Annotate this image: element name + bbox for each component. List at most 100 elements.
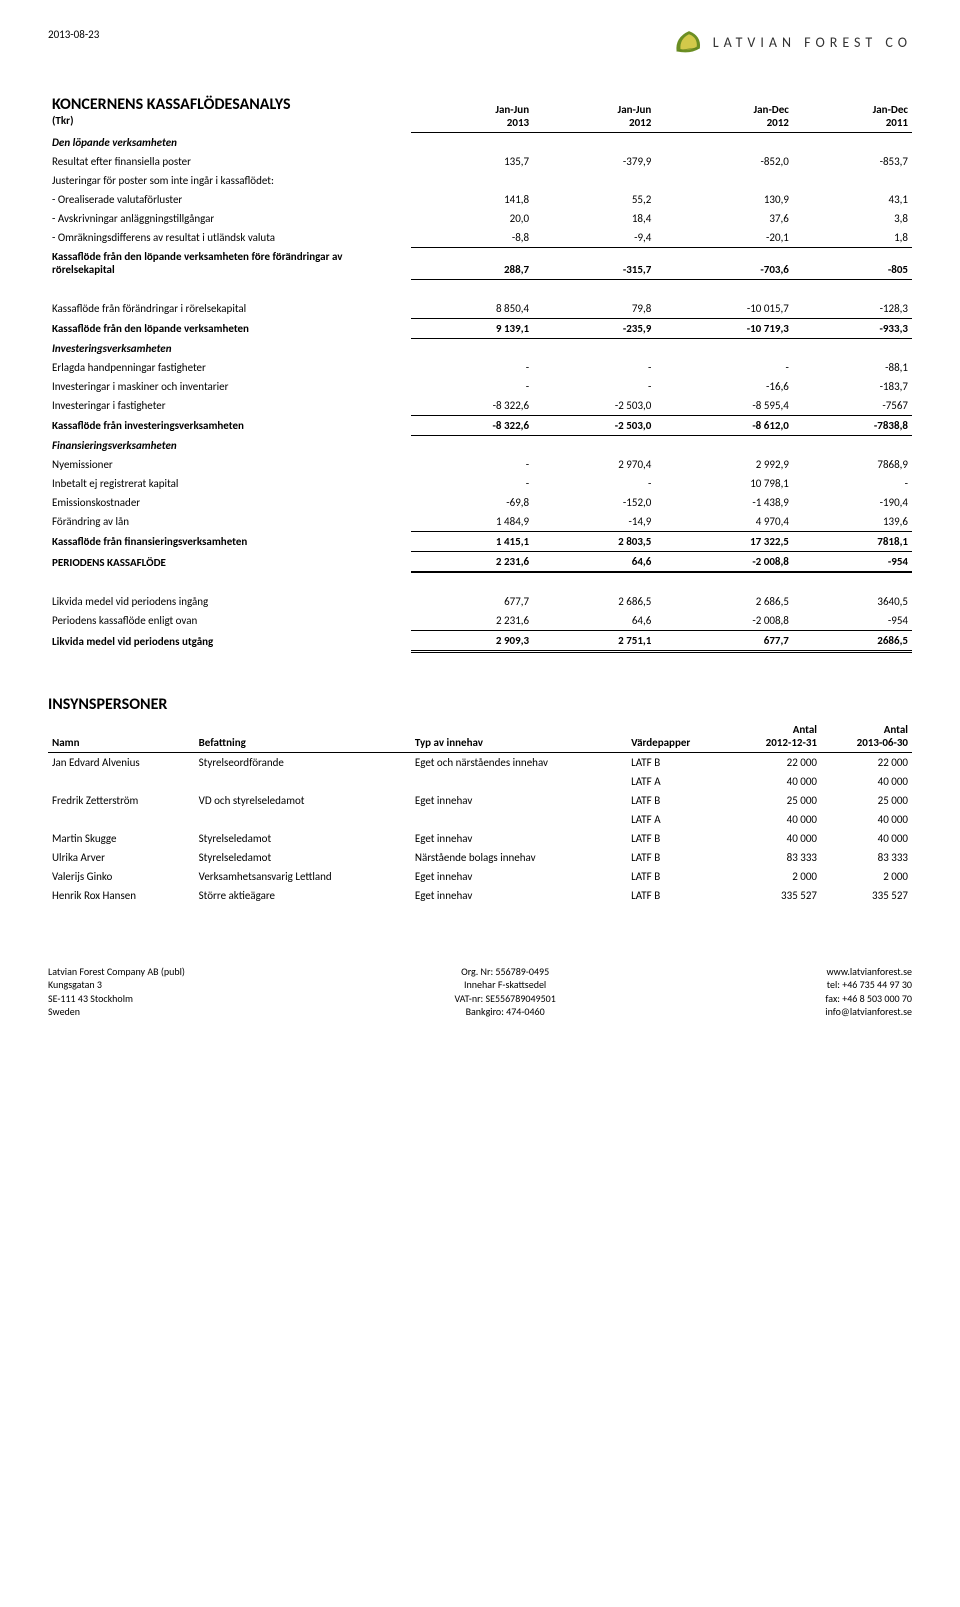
insyn-cell-text (411, 810, 627, 829)
insyn-cell-text (411, 772, 627, 791)
row-label: Periodens kassaflöde enligt ovan (48, 611, 411, 631)
section-header: Finansieringsverksamheten (48, 435, 912, 455)
row-label: - Omräkningsdifferens av resultat i utlä… (48, 228, 411, 248)
row-value: -8 322,6 (411, 415, 533, 435)
insyn-col-a1: Antal2012-12-31 (730, 720, 821, 753)
insyn-cell-text: Valerijs Ginko (48, 867, 195, 886)
insyn-col-befattning: Befattning (195, 720, 411, 753)
leaf-icon (673, 28, 705, 56)
row-value: - (411, 455, 533, 474)
insyn-row: LATF A40 00040 000 (48, 772, 912, 791)
insyn-cell-num: 40 000 (821, 772, 912, 791)
row-value: 2 231,6 (411, 611, 533, 631)
insyn-cell-text: LATF B (627, 791, 730, 810)
col-3: Jan-Dec2012 (655, 84, 793, 132)
insyn-cell-num: 83 333 (730, 848, 821, 867)
row-value (793, 171, 912, 190)
row-value: 2 803,5 (533, 531, 655, 551)
row-value (411, 171, 533, 190)
row-value: 2 970,4 (533, 455, 655, 474)
insyn-cell-num: 22 000 (821, 752, 912, 772)
row-value: -853,7 (793, 152, 912, 171)
section-header: Den löpande verksamheten (48, 132, 912, 152)
row-value: - (411, 358, 533, 377)
row-value: -69,8 (411, 493, 533, 512)
row-value: 2 909,3 (411, 630, 533, 651)
insyn-row: Henrik Rox HansenStörre aktieägareEget i… (48, 886, 912, 905)
insyn-cell-text: Eget innehav (411, 829, 627, 848)
row-value: -8,8 (411, 228, 533, 248)
insyn-cell-text: LATF B (627, 886, 730, 905)
row-label: Nyemissioner (48, 455, 411, 474)
row-value: 1,8 (793, 228, 912, 248)
insyn-cell-text: LATF B (627, 848, 730, 867)
insyn-cell-num: 335 527 (821, 886, 912, 905)
insyn-cell-text: Eget innehav (411, 886, 627, 905)
insyn-cell-text: LATF A (627, 810, 730, 829)
insyn-col-a2: Antal2013-06-30 (821, 720, 912, 753)
row-value: 1 484,9 (411, 512, 533, 532)
footer-center: Org. Nr: 556789-0495 Innehar F-skattsede… (454, 965, 555, 1019)
row-value: -379,9 (533, 152, 655, 171)
row-label: Kassaflöde från investeringsverksamheten (48, 415, 411, 435)
row-value: -1 438,9 (655, 493, 793, 512)
row-value: 135,7 (411, 152, 533, 171)
col-2: Jan-Jun2012 (533, 84, 655, 132)
insyn-cell-text: LATF A (627, 772, 730, 791)
cashflow-subtitle: (Tkr) (52, 114, 407, 127)
row-value: - (533, 474, 655, 493)
insyn-table: Namn Befattning Typ av innehav Värdepapp… (48, 720, 912, 905)
insyn-cell-text (195, 772, 411, 791)
row-label: Förändring av lån (48, 512, 411, 532)
cashflow-title: KONCERNENS KASSAFLÖDESANALYS (52, 95, 407, 114)
row-value: 17 322,5 (655, 531, 793, 551)
row-label: Kassaflöde från den löpande verksamheten… (48, 247, 411, 279)
row-value: -9,4 (533, 228, 655, 248)
row-label: Emissionskostnader (48, 493, 411, 512)
row-value: 141,8 (411, 190, 533, 209)
row-value (533, 171, 655, 190)
row-value: - (411, 474, 533, 493)
insyn-cell-text: Henrik Rox Hansen (48, 886, 195, 905)
row-value: -235,9 (533, 318, 655, 338)
insyn-row: Fredrik ZetterströmVD och styrelseledamo… (48, 791, 912, 810)
row-value: -2 008,8 (655, 551, 793, 572)
footer-left: Latvian Forest Company AB (publ) Kungsga… (48, 965, 185, 1019)
row-value: -16,6 (655, 377, 793, 396)
insyn-cell-text: Martin Skugge (48, 829, 195, 848)
row-value: 288,7 (411, 247, 533, 279)
row-value: 2686,5 (793, 630, 912, 651)
section-header: Investeringsverksamheten (48, 338, 912, 358)
company-logo: LATVIAN FOREST CO (673, 28, 912, 56)
insyn-row: Martin SkuggeStyrelseledamotEget innehav… (48, 829, 912, 848)
insyn-cell-num: 2 000 (821, 867, 912, 886)
row-label: Kassaflöde från den löpande verksamheten (48, 318, 411, 338)
row-value: - (411, 377, 533, 396)
row-label: Likvida medel vid periodens utgång (48, 630, 411, 651)
insyn-col-typ: Typ av innehav (411, 720, 627, 753)
row-value: -128,3 (793, 299, 912, 319)
insyn-cell-text: LATF B (627, 752, 730, 772)
insyn-cell-text: LATF B (627, 829, 730, 848)
insyn-cell-num: 25 000 (821, 791, 912, 810)
insyn-cell-num: 40 000 (730, 772, 821, 791)
row-value: - (793, 474, 912, 493)
row-value: 2 686,5 (533, 592, 655, 611)
insyn-cell-num: 25 000 (730, 791, 821, 810)
row-value: -8 595,4 (655, 396, 793, 416)
insyn-cell-text: Eget innehav (411, 791, 627, 810)
row-value: -152,0 (533, 493, 655, 512)
row-value: -2 503,0 (533, 415, 655, 435)
row-value: -7567 (793, 396, 912, 416)
insyn-row: Jan Edvard AlveniusStyrelseordförandeEge… (48, 752, 912, 772)
insyn-cell-text: Styrelseledamot (195, 829, 411, 848)
row-value: - (533, 358, 655, 377)
row-value: 2 992,9 (655, 455, 793, 474)
insyn-cell-num: 335 527 (730, 886, 821, 905)
row-value: - (655, 358, 793, 377)
row-label: Investeringar i fastigheter (48, 396, 411, 416)
row-label: Justeringar för poster som inte ingår i … (48, 171, 411, 190)
row-value: -190,4 (793, 493, 912, 512)
insyn-row: Ulrika ArverStyrelseledamotNärstående bo… (48, 848, 912, 867)
row-label: Kassaflöde från finansieringsverksamhete… (48, 531, 411, 551)
